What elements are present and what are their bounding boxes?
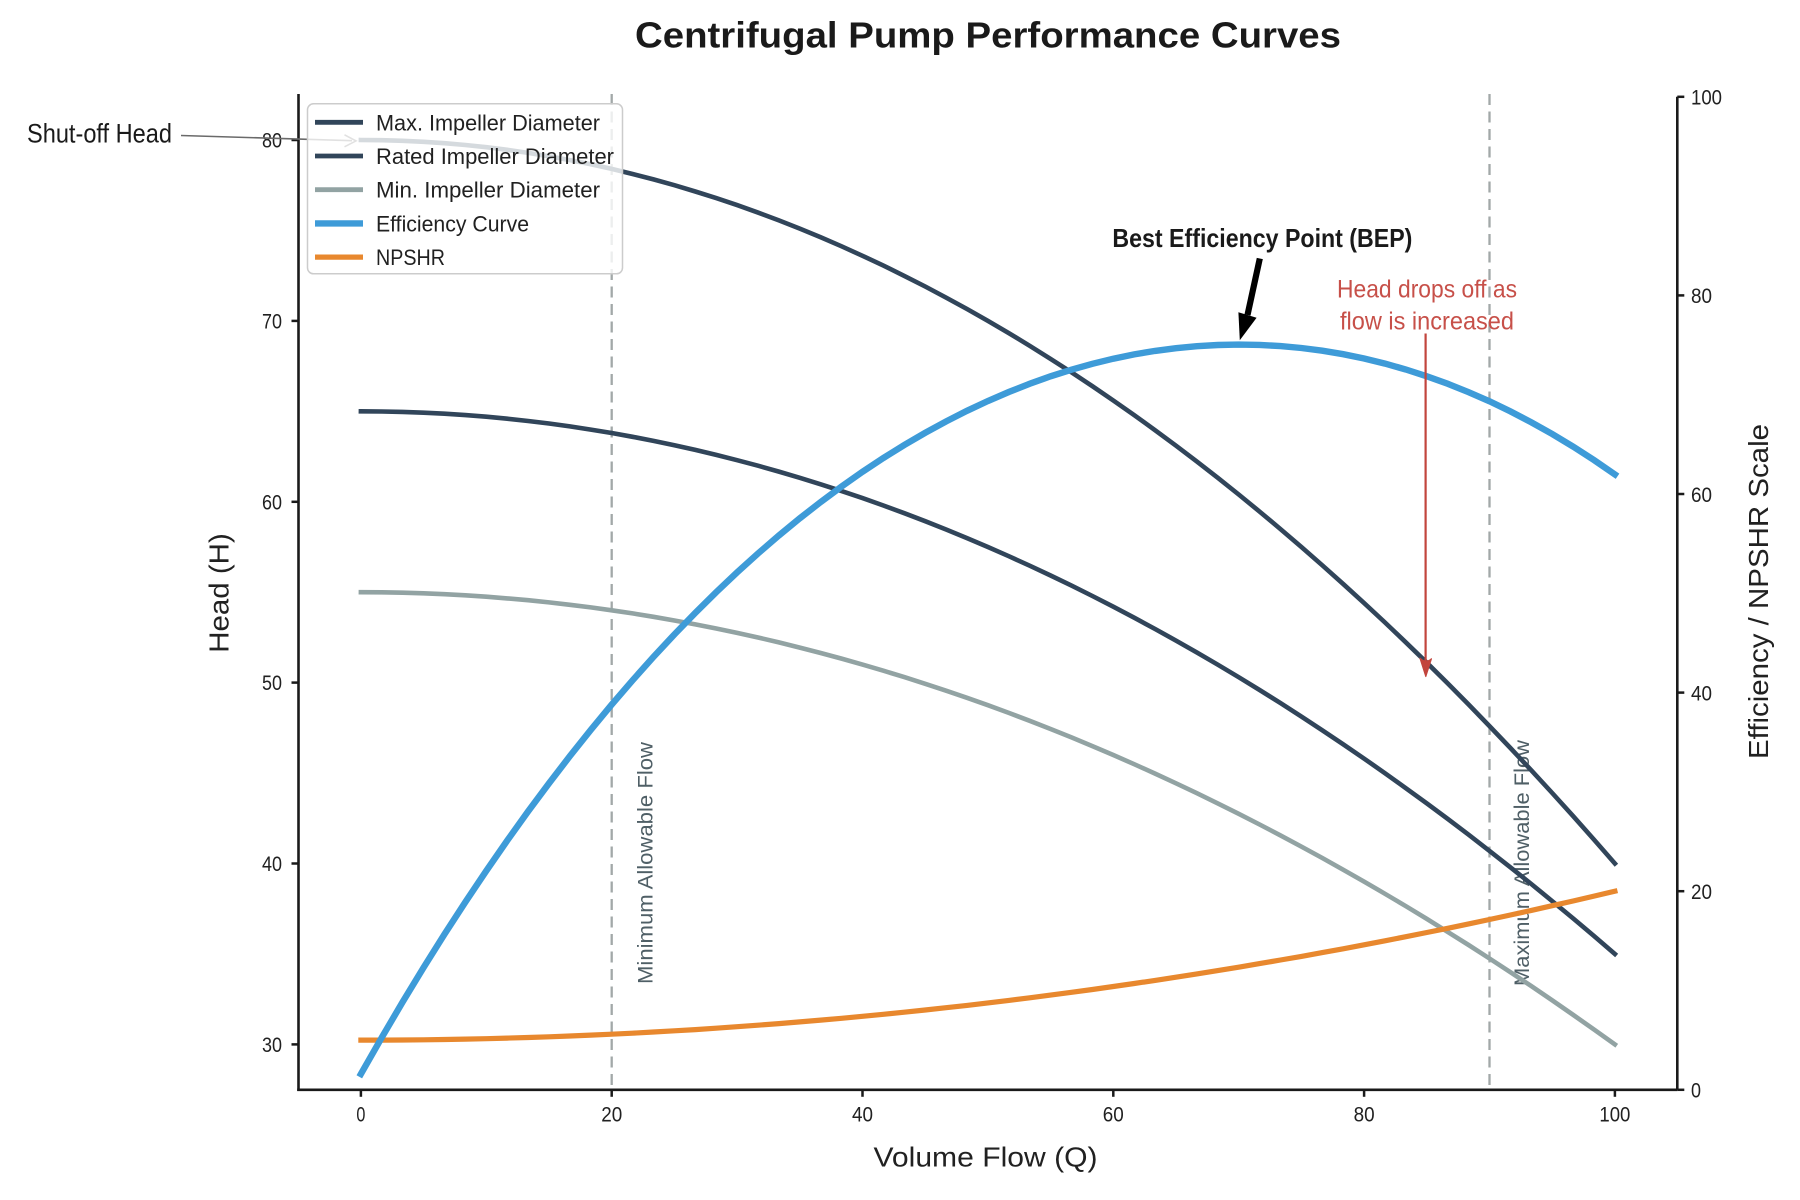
svg-text:0: 0 xyxy=(1691,1080,1701,1103)
svg-text:Rated Impeller Diameter: Rated Impeller Diameter xyxy=(376,144,614,169)
svg-text:100: 100 xyxy=(1599,1104,1630,1127)
svg-text:Head drops off as: Head drops off as xyxy=(1337,276,1517,304)
svg-text:100: 100 xyxy=(1691,87,1722,110)
svg-text:20: 20 xyxy=(1691,881,1712,904)
svg-text:Maximum Allowable Flow: Maximum Allowable Flow xyxy=(1511,739,1534,986)
svg-text:Efficiency Curve: Efficiency Curve xyxy=(376,211,529,236)
svg-text:40: 40 xyxy=(1691,682,1712,705)
svg-text:Volume Flow (Q): Volume Flow (Q) xyxy=(874,1142,1098,1173)
svg-text:30: 30 xyxy=(262,1034,282,1057)
svg-text:60: 60 xyxy=(1103,1104,1124,1127)
svg-text:Min. Impeller Diameter: Min. Impeller Diameter xyxy=(376,178,600,203)
svg-text:flow is increased: flow is increased xyxy=(1340,308,1514,336)
svg-text:Minimum Allowable Flow: Minimum Allowable Flow xyxy=(634,741,657,984)
svg-text:Best Efficiency Point (BEP): Best Efficiency Point (BEP) xyxy=(1112,223,1412,253)
svg-text:60: 60 xyxy=(1691,484,1712,507)
svg-text:Max. Impeller Diameter: Max. Impeller Diameter xyxy=(376,110,600,135)
svg-text:80: 80 xyxy=(262,130,282,153)
svg-text:Efficiency / NPSHR Scale: Efficiency / NPSHR Scale xyxy=(1743,424,1774,759)
svg-text:40: 40 xyxy=(852,1104,873,1127)
svg-text:0: 0 xyxy=(356,1104,365,1127)
svg-text:50: 50 xyxy=(262,672,282,695)
svg-text:20: 20 xyxy=(601,1104,622,1127)
svg-text:70: 70 xyxy=(262,310,282,333)
svg-text:80: 80 xyxy=(1691,285,1712,308)
svg-text:Centrifugal Pump Performance C: Centrifugal Pump Performance Curves xyxy=(635,15,1341,56)
svg-text:60: 60 xyxy=(262,491,282,514)
svg-text:Head (H): Head (H) xyxy=(203,533,234,653)
svg-text:80: 80 xyxy=(1354,1104,1375,1127)
svg-text:40: 40 xyxy=(262,853,282,876)
svg-text:Shut-off Head: Shut-off Head xyxy=(27,119,172,149)
svg-text:NPSHR: NPSHR xyxy=(376,245,445,270)
